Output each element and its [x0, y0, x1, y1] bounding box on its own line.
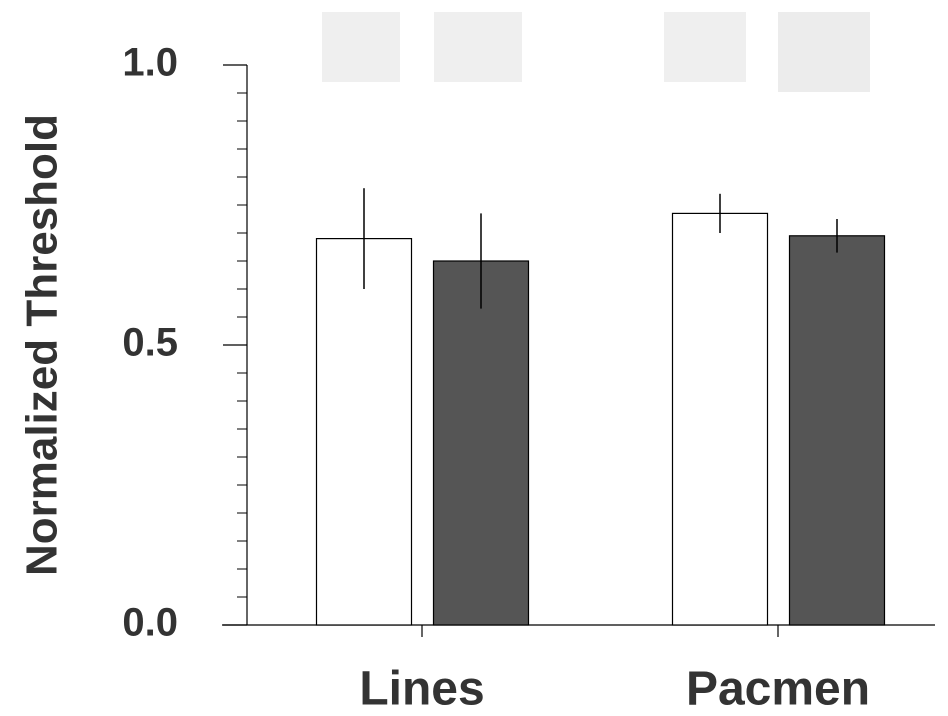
x-tick-label: Pacmen [686, 663, 870, 711]
bar [673, 213, 768, 625]
y-axis-label: Normalized Threshold [18, 114, 67, 576]
bar [434, 261, 529, 625]
y-tick-label: 1.0 [122, 41, 178, 85]
x-tick-label: Lines [359, 663, 484, 711]
y-tick-label: 0.5 [122, 321, 178, 365]
stimulus-icons [322, 12, 870, 92]
bar [790, 236, 885, 625]
chart: Normalized Threshold 0.0 0.5 1.0 Lines Pacme… [0, 0, 948, 711]
bar [317, 239, 412, 625]
y-tick-label: 0.0 [122, 601, 178, 645]
